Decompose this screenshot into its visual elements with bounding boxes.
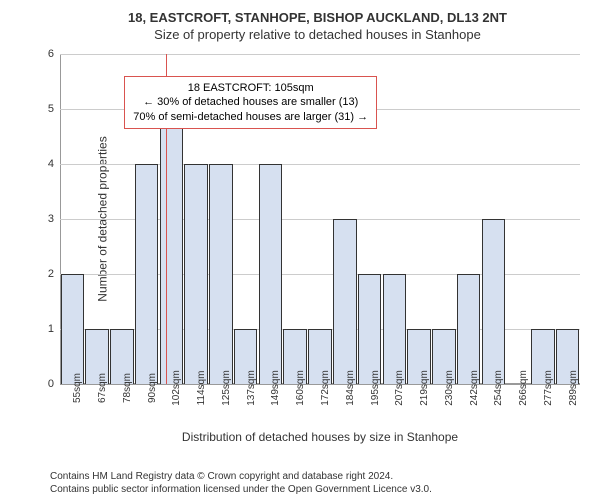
- bar: [457, 274, 481, 384]
- y-tick-label: 2: [48, 268, 54, 280]
- grid-line: [60, 54, 580, 55]
- x-tick-label: 102sqm: [171, 370, 182, 406]
- annotation-line: ← 30% of detached houses are smaller (13…: [133, 95, 368, 109]
- y-tick-label: 5: [48, 103, 54, 115]
- x-tick-label: 90sqm: [147, 373, 158, 403]
- bar: [259, 164, 283, 384]
- y-tick-label: 0: [48, 378, 54, 390]
- x-tick-label: 149sqm: [270, 370, 281, 406]
- x-tick-label: 277sqm: [543, 370, 554, 406]
- x-tick-label: 78sqm: [122, 373, 133, 403]
- x-tick-label: 184sqm: [345, 370, 356, 406]
- annotation-line: 18 EASTCROFT: 105sqm: [133, 81, 368, 95]
- chart-title-line1: 18, EASTCROFT, STANHOPE, BISHOP AUCKLAND…: [50, 10, 585, 25]
- bar: [160, 109, 184, 384]
- annotation-line: 70% of semi-detached houses are larger (…: [133, 110, 368, 124]
- y-tick-label: 4: [48, 158, 54, 170]
- x-tick-label: 254sqm: [493, 370, 504, 406]
- x-tick-label: 195sqm: [370, 370, 381, 406]
- x-tick-label: 230sqm: [444, 370, 455, 406]
- bar: [184, 164, 208, 384]
- chart-container: 18, EASTCROFT, STANHOPE, BISHOP AUCKLAND…: [50, 10, 585, 430]
- x-tick-label: 67sqm: [97, 373, 108, 403]
- chart-title-line2: Size of property relative to detached ho…: [50, 27, 585, 42]
- plot-area: Number of detached properties Distributi…: [60, 54, 580, 384]
- annotation-box: 18 EASTCROFT: 105sqm← 30% of detached ho…: [124, 76, 377, 129]
- x-tick-label: 207sqm: [394, 370, 405, 406]
- bar: [358, 274, 382, 384]
- x-tick-label: 219sqm: [419, 370, 430, 406]
- x-tick-label: 55sqm: [72, 373, 83, 403]
- bar: [135, 164, 159, 384]
- bar: [383, 274, 407, 384]
- bar: [209, 164, 233, 384]
- bar: [482, 219, 506, 384]
- y-tick-label: 3: [48, 213, 54, 225]
- x-tick-label: 266sqm: [518, 370, 529, 406]
- x-tick-label: 160sqm: [295, 370, 306, 406]
- x-tick-label: 114sqm: [196, 371, 207, 406]
- x-tick-label: 242sqm: [469, 370, 480, 406]
- x-tick-label: 289sqm: [568, 370, 579, 406]
- footer: Contains HM Land Registry data © Crown c…: [50, 470, 432, 496]
- x-tick-label: 172sqm: [320, 370, 331, 406]
- bar: [61, 274, 85, 384]
- x-tick-label: 137sqm: [246, 370, 257, 406]
- x-axis-label: Distribution of detached houses by size …: [182, 430, 458, 444]
- x-tick-label: 125sqm: [221, 370, 232, 406]
- y-tick-label: 6: [48, 48, 54, 60]
- footer-line2: Contains public sector information licen…: [50, 483, 432, 496]
- y-tick-label: 1: [48, 323, 54, 335]
- footer-line1: Contains HM Land Registry data © Crown c…: [50, 470, 432, 483]
- bar: [333, 219, 357, 384]
